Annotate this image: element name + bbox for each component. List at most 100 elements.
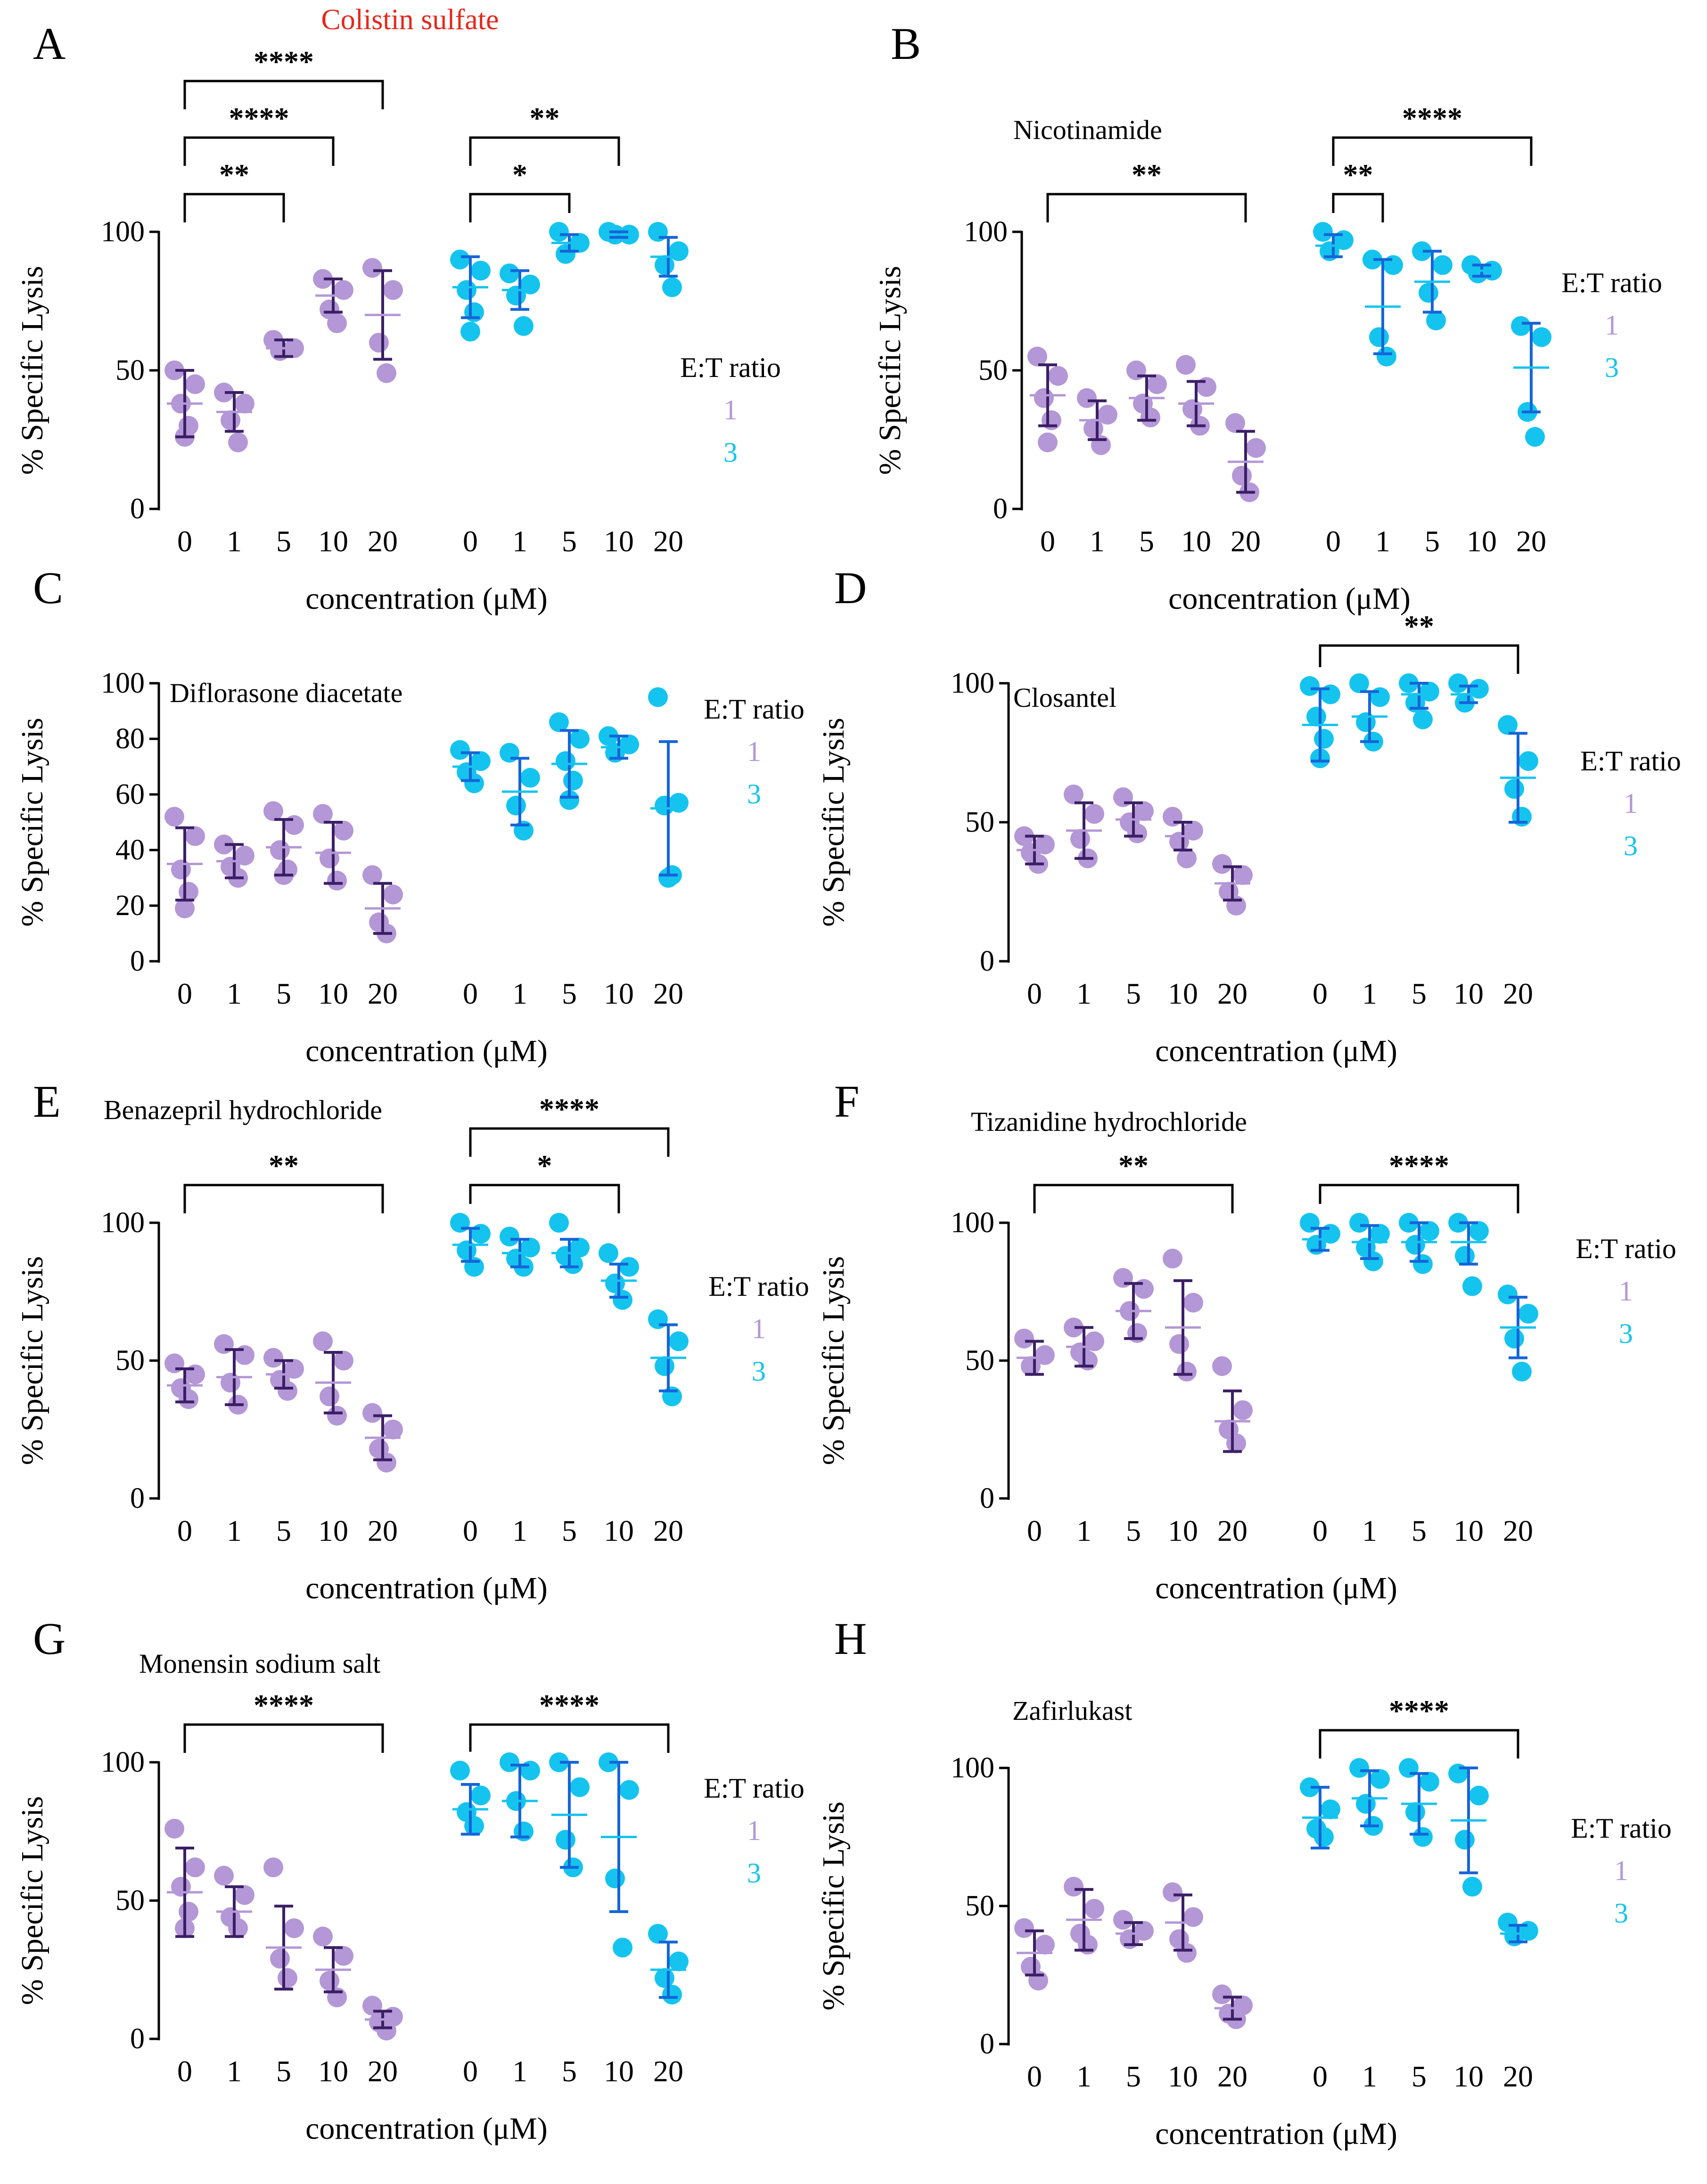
data-point	[1177, 1361, 1197, 1382]
x-tick-label: 20	[1217, 1514, 1247, 1547]
x-tick-label: 10	[1168, 1514, 1198, 1547]
data-point	[1349, 673, 1369, 693]
data-point	[506, 795, 526, 816]
data-point	[327, 1406, 347, 1426]
significance-bracket: ****	[183, 45, 384, 109]
y-tick-label: 50	[965, 806, 994, 838]
data-point	[570, 1777, 590, 1797]
data-point	[313, 269, 333, 289]
data-point	[1306, 706, 1326, 727]
y-tick-label: 0	[130, 2023, 145, 2055]
y-tick-label: 100	[951, 667, 994, 699]
y-tick-label: 50	[115, 1345, 145, 1377]
x-tick-label: 5	[1126, 1514, 1141, 1547]
data-point	[1413, 1254, 1433, 1274]
panel-letter: B	[891, 18, 921, 69]
data-point	[263, 801, 283, 821]
significance-label: ****	[1402, 101, 1462, 135]
data-point	[362, 1403, 382, 1423]
data-point	[506, 286, 526, 306]
data-point	[1498, 1284, 1518, 1305]
x-tick-label: 1	[227, 524, 242, 558]
panel-letter: G	[33, 1613, 66, 1664]
data-point	[658, 868, 678, 888]
data-point	[549, 1213, 569, 1233]
data-point	[1038, 432, 1058, 452]
data-point	[450, 740, 470, 760]
y-tick-label: 50	[115, 354, 145, 386]
x-axis-label: concentration (μM)	[305, 2111, 548, 2146]
x-tick-label: 10	[1181, 524, 1211, 558]
data-point	[556, 751, 575, 771]
legend: E:T ratio 1 3	[704, 1773, 804, 1889]
data-point	[362, 865, 382, 885]
legend-label: 3	[1619, 1318, 1633, 1349]
data-point	[549, 712, 569, 732]
x-tick-label: 5	[1412, 2060, 1427, 2093]
data-point	[1518, 1304, 1538, 1324]
bracket-line	[183, 1184, 384, 1213]
data-point	[369, 333, 389, 353]
bracket-line	[469, 136, 620, 166]
data-point	[1512, 1361, 1532, 1382]
bracket-line	[183, 80, 384, 109]
data-point	[164, 1818, 184, 1839]
data-point	[1363, 1251, 1383, 1271]
x-tick-label: 5	[276, 524, 291, 558]
x-tick-label: 10	[1453, 1514, 1484, 1547]
x-tick-label: 10	[604, 1514, 634, 1547]
x-tick-label: 5	[276, 1514, 291, 1547]
data-point	[1233, 1400, 1253, 1420]
panel-letter: D	[834, 563, 867, 613]
y-tick-label: 50	[965, 1345, 994, 1377]
data-point	[214, 383, 234, 403]
significance-label: ****	[1389, 1694, 1449, 1727]
bracket-line	[183, 136, 335, 166]
x-tick-label: 10	[318, 524, 348, 558]
bracket-line	[1332, 136, 1533, 166]
x-tick-label: 20	[1503, 977, 1533, 1010]
data-point	[1399, 1213, 1419, 1233]
data-point	[164, 807, 184, 827]
y-axis-label: % Specific Lysis	[15, 1256, 49, 1465]
data-point	[270, 840, 290, 860]
x-axis-label: concentration (μM)	[305, 581, 548, 616]
chart-title: Closantel	[1013, 682, 1116, 713]
x-tick-label: 20	[1503, 1514, 1533, 1547]
legend-label: 3	[1624, 830, 1638, 861]
panel-letter: F	[834, 1076, 859, 1127]
significance-bracket: **	[1332, 158, 1384, 222]
x-tick-label: 1	[227, 2054, 242, 2088]
legend-label: 1	[752, 1313, 766, 1344]
x-tick-label: 0	[1313, 977, 1328, 1010]
data-point	[320, 1386, 339, 1407]
data-point	[377, 1452, 396, 1472]
x-tick-label: 5	[1412, 977, 1427, 1010]
x-tick-label: 1	[512, 977, 527, 1010]
data-point	[599, 1752, 618, 1772]
y-axis-label: % Specific Lysis	[15, 266, 49, 475]
significance-label: ****	[254, 45, 314, 78]
data-point	[563, 770, 583, 791]
data-point	[1504, 779, 1524, 799]
data-point	[327, 870, 347, 891]
y-axis-label: % Specific Lysis	[15, 1796, 49, 2005]
data-point	[235, 393, 254, 414]
data-point	[605, 1868, 625, 1889]
data-point	[1504, 1328, 1524, 1349]
data-point	[1014, 826, 1034, 846]
data-point	[1405, 1235, 1425, 1255]
significance-label: ****	[1389, 1149, 1449, 1182]
data-point	[1356, 1794, 1376, 1814]
data-point	[669, 1331, 689, 1351]
data-point	[1349, 1213, 1369, 1233]
data-point	[655, 795, 674, 816]
x-tick-label: 1	[1362, 977, 1377, 1010]
